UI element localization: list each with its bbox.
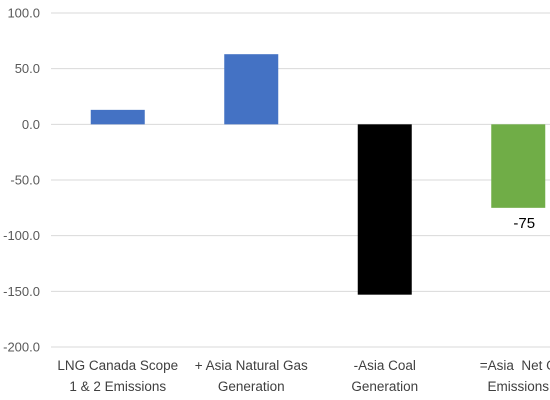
y-tick-label: -200.0 — [3, 340, 40, 355]
category-label: -Asia Coal — [354, 358, 416, 373]
category-label: LNG Canada Scope — [57, 358, 178, 373]
category-label: + Asia Natural Gas — [195, 358, 308, 373]
data-label: -75 — [513, 215, 535, 232]
category-label: 1 & 2 Emissions — [69, 379, 166, 394]
category-labels: LNG Canada Scope 1 & 2 Emissions + Asia Na… — [57, 358, 550, 394]
bar — [90, 109, 145, 125]
y-tick-label: -50.0 — [10, 173, 40, 188]
y-tick-label: -100.0 — [3, 228, 40, 243]
category-label: Generation — [351, 379, 418, 394]
gridlines — [51, 12, 550, 348]
category-label: Emissions — [487, 379, 549, 394]
category-label: Generation — [218, 379, 285, 394]
y-tick-label: 100.0 — [7, 6, 40, 21]
y-axis-tick-labels: 100.0 50.0 0.0 -50.0 -100.0 -150.0 -200.0 — [3, 6, 40, 355]
y-tick-label: -150.0 — [3, 284, 40, 299]
y-tick-label: 0.0 — [22, 117, 40, 132]
bars — [90, 54, 546, 295]
data-labels: -75 — [513, 215, 535, 232]
y-tick-label: 50.0 — [15, 61, 40, 76]
category-label: =Asia Net G — [480, 358, 550, 373]
bar — [224, 54, 279, 125]
bar — [491, 124, 546, 208]
bar — [357, 124, 412, 295]
